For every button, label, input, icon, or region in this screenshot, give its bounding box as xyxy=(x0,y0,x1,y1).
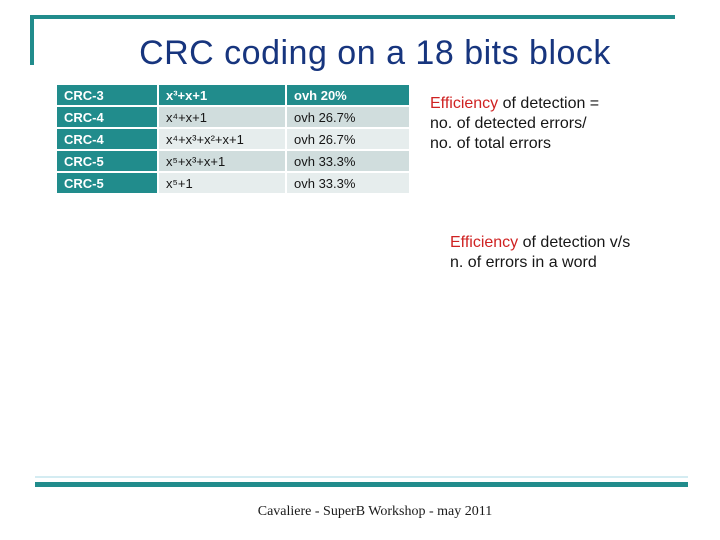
note-line: Efficiency of detection = xyxy=(430,94,599,114)
efficiency-definition-note: Efficiency of detection = no. of detecte… xyxy=(430,94,599,154)
table-row: CRC-4 x⁴+x+1 ovh 26.7% xyxy=(57,107,409,127)
table-row: CRC-4 x⁴+x³+x²+x+1 ovh 26.7% xyxy=(57,129,409,149)
efficiency-versus-note: Efficiency of detection v/s n. of errors… xyxy=(450,233,630,273)
slide-title: CRC coding on a 18 bits block xyxy=(139,34,611,72)
note-line-rest: of detection = xyxy=(498,95,600,112)
table-row: CRC-5 x⁵+x³+x+1 ovh 33.3% xyxy=(57,151,409,171)
footer-divider-line-thin xyxy=(35,476,688,478)
overhead-cell: ovh 26.7% xyxy=(287,129,409,149)
overhead-cell: ovh 26.7% xyxy=(287,107,409,127)
polynomial-cell: x⁴+x+1 xyxy=(159,107,285,127)
note-line: no. of total errors xyxy=(430,135,551,152)
crc-cell: CRC-4 xyxy=(57,129,157,149)
crc-table: CRC-3 x³+x+1 ovh 20% CRC-4 x⁴+x+1 ovh 26… xyxy=(55,83,411,195)
footer-divider-line xyxy=(35,482,688,487)
polynomial-cell: x³+x+1 xyxy=(159,85,285,105)
polynomial-cell: x⁴+x³+x²+x+1 xyxy=(159,129,285,149)
crc-cell: CRC-5 xyxy=(57,173,157,193)
overhead-cell: ovh 33.3% xyxy=(287,151,409,171)
polynomial-cell: x⁵+1 xyxy=(159,173,285,193)
title-accent-line-top xyxy=(30,15,675,19)
note-line: n. of errors in a word xyxy=(450,254,597,271)
table-row: CRC-3 x³+x+1 ovh 20% xyxy=(57,85,409,105)
note-line: Efficiency of detection v/s xyxy=(450,233,630,253)
table-row: CRC-5 x⁵+1 ovh 33.3% xyxy=(57,173,409,193)
highlight-word: Efficiency xyxy=(450,234,519,251)
crc-cell: CRC-5 xyxy=(57,151,157,171)
note-line-rest: of detection v/s xyxy=(518,234,631,251)
polynomial-cell: x⁵+x³+x+1 xyxy=(159,151,285,171)
footer-credit: Cavaliere - SuperB Workshop - may 2011 xyxy=(257,504,493,519)
overhead-cell: ovh 33.3% xyxy=(287,173,409,193)
crc-cell: CRC-4 xyxy=(57,107,157,127)
overhead-cell: ovh 20% xyxy=(287,85,409,105)
title-accent-line-left xyxy=(30,15,34,65)
highlight-word: Efficiency xyxy=(430,95,499,112)
crc-cell: CRC-3 xyxy=(57,85,157,105)
note-line: no. of detected errors/ xyxy=(430,115,587,132)
